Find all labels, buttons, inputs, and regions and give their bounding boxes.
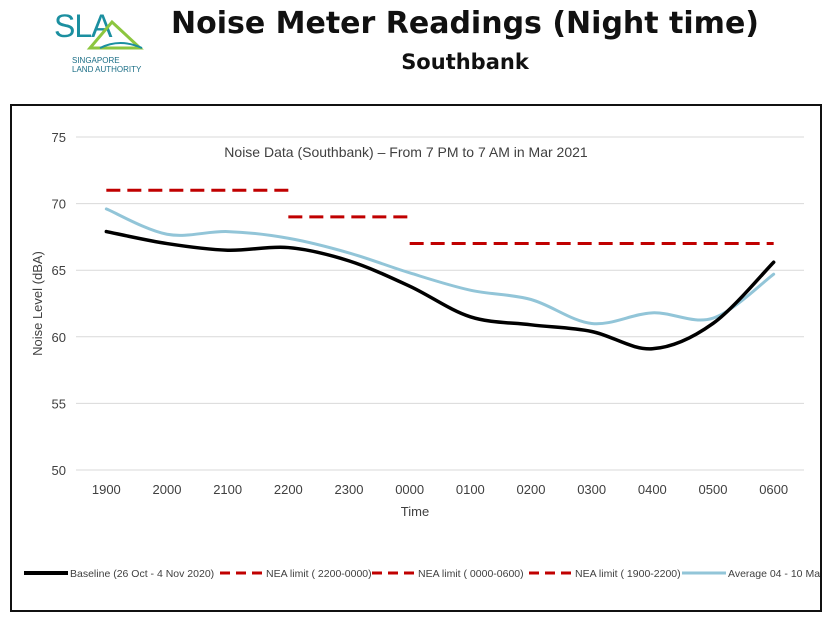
noise-chart: 50 55 60 65 70 75 1900 2000 2100 2200 2300 0000 0100… bbox=[24, 130, 820, 580]
legend-label: Average 04 - 10 Mar bbox=[728, 568, 820, 580]
x-tick-label: 0200 bbox=[517, 482, 546, 497]
x-tick-label: 0600 bbox=[759, 482, 788, 497]
x-tick-label: 0300 bbox=[577, 482, 606, 497]
logo-swoosh-icon bbox=[86, 19, 144, 50]
y-axis-label: Noise Level (dBA) bbox=[30, 251, 45, 356]
chart-title: Noise Data (Southbank) – From 7 PM to 7 … bbox=[224, 144, 588, 160]
x-tick-label: 0400 bbox=[638, 482, 667, 497]
header: SLA SINGAPORE LAND AUTHORITY Noise Meter… bbox=[0, 0, 830, 100]
legend-label: NEA limit ( 1900-2200) bbox=[575, 568, 681, 580]
legend-label: NEA limit ( 0000-0600) bbox=[418, 568, 524, 580]
logo-subtext-1: SINGAPORE bbox=[72, 56, 120, 65]
x-tick-label: 1900 bbox=[92, 482, 121, 497]
y-tick-label: 65 bbox=[52, 263, 66, 278]
x-tick-label: 2300 bbox=[335, 482, 364, 497]
chart-frame: 50 55 60 65 70 75 1900 2000 2100 2200 2300 0000 0100… bbox=[10, 104, 822, 612]
x-tick-label: 0100 bbox=[456, 482, 485, 497]
x-tick-label: 2000 bbox=[153, 482, 182, 497]
x-tick-label: 2100 bbox=[213, 482, 242, 497]
y-tick-label: 50 bbox=[52, 463, 66, 478]
y-tick-label: 70 bbox=[52, 197, 66, 212]
page-subtitle: Southbank bbox=[401, 50, 529, 74]
x-tick-label: 2200 bbox=[274, 482, 303, 497]
logo-text: SLA bbox=[54, 8, 112, 44]
y-tick-label: 55 bbox=[52, 396, 66, 411]
x-axis-label: Time bbox=[401, 504, 429, 519]
page-title: Noise Meter Readings (Night time) bbox=[170, 6, 760, 41]
x-tick-label: 0000 bbox=[395, 482, 424, 497]
logo-subtext-2: LAND AUTHORITY bbox=[72, 65, 142, 74]
y-tick-label: 75 bbox=[52, 130, 66, 145]
legend-label: Baseline (26 Oct - 4 Nov 2020) bbox=[70, 568, 214, 580]
x-tick-label: 0500 bbox=[699, 482, 728, 497]
sla-logo: SLA SINGAPORE LAND AUTHORITY bbox=[50, 8, 150, 78]
legend-label: NEA limit ( 2200-0000) bbox=[266, 568, 372, 580]
series-line-baseline bbox=[104, 229, 776, 351]
series-line-average bbox=[104, 207, 776, 326]
y-tick-label: 60 bbox=[52, 330, 66, 345]
